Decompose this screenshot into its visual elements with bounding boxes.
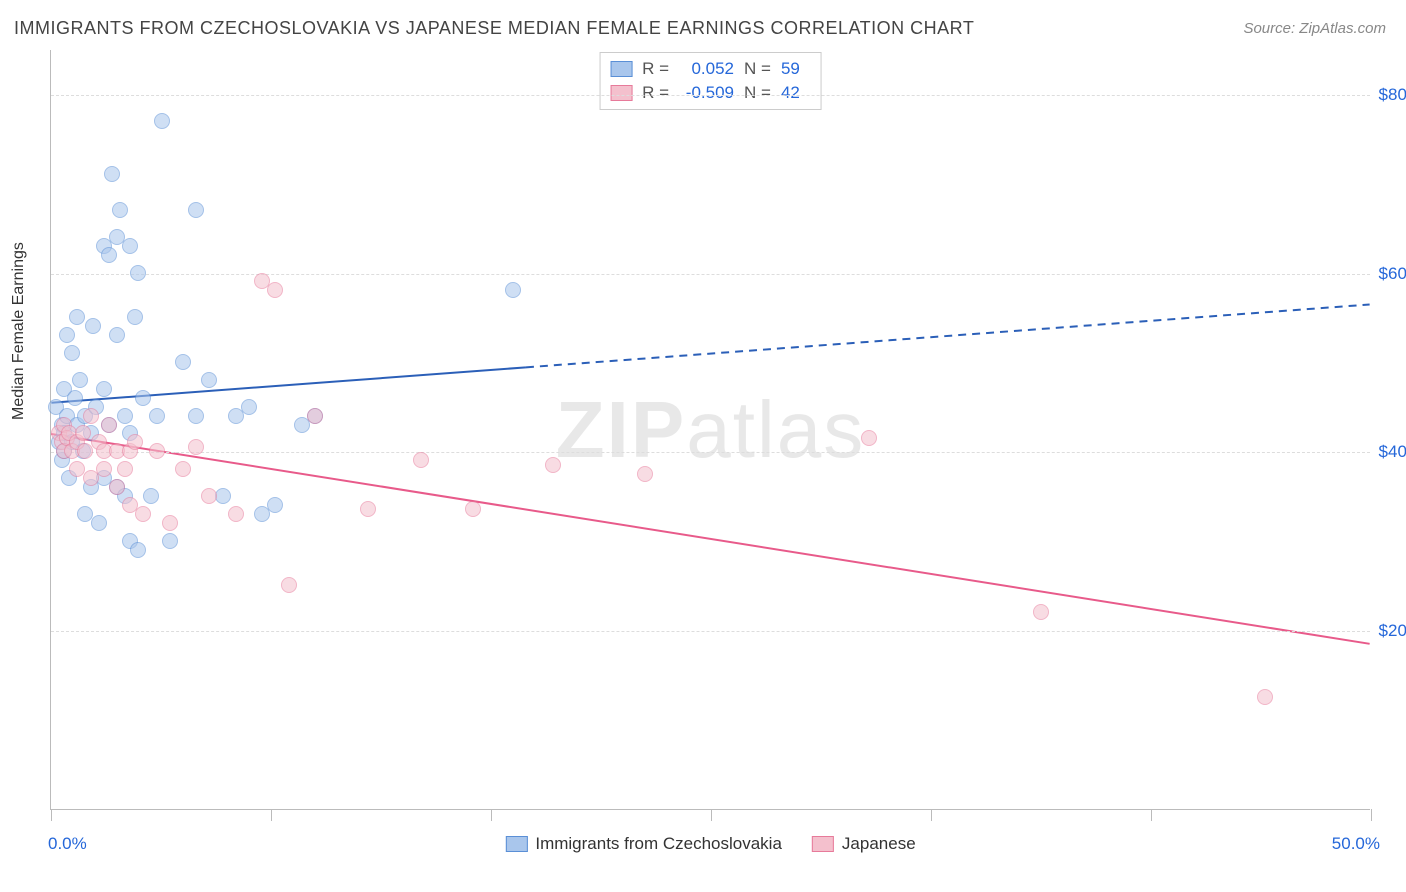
bottom-legend: Immigrants from Czechoslovakia Japanese (505, 834, 915, 854)
data-point (149, 408, 165, 424)
data-point (130, 542, 146, 558)
data-point (101, 417, 117, 433)
x-axis-max-label: 50.0% (1332, 834, 1380, 854)
data-point (201, 372, 217, 388)
legend-item: Japanese (812, 834, 916, 854)
data-point (75, 425, 91, 441)
y-axis-tick-label: $80,000 (1379, 85, 1406, 105)
gridline (51, 452, 1370, 453)
data-point (59, 327, 75, 343)
data-point (117, 408, 133, 424)
chart-title: IMMIGRANTS FROM CZECHOSLOVAKIA VS JAPANE… (14, 18, 974, 39)
data-point (127, 309, 143, 325)
data-point (637, 466, 653, 482)
data-point (861, 430, 877, 446)
x-axis-min-label: 0.0% (48, 834, 87, 854)
data-point (109, 327, 125, 343)
data-point (228, 506, 244, 522)
data-point (91, 515, 107, 531)
data-point (175, 461, 191, 477)
legend-swatch-icon (812, 836, 834, 852)
data-point (143, 488, 159, 504)
data-point (72, 372, 88, 388)
data-point (162, 515, 178, 531)
data-point (1257, 689, 1273, 705)
x-tick (931, 809, 932, 821)
data-point (413, 452, 429, 468)
y-axis-label: Median Female Earnings (10, 242, 28, 420)
data-point (96, 381, 112, 397)
gridline (51, 274, 1370, 275)
gridline (51, 95, 1370, 96)
data-point (267, 497, 283, 513)
data-point (135, 390, 151, 406)
data-point (307, 408, 323, 424)
data-point (175, 354, 191, 370)
data-point (1033, 604, 1049, 620)
x-tick (1371, 809, 1372, 821)
data-point (281, 577, 297, 593)
data-point (64, 345, 80, 361)
data-point (188, 439, 204, 455)
data-point (154, 113, 170, 129)
data-point (505, 282, 521, 298)
data-point (127, 434, 143, 450)
legend-label: Japanese (842, 834, 916, 854)
data-point (101, 247, 117, 263)
legend-label: Immigrants from Czechoslovakia (535, 834, 782, 854)
plot-area: ZIPatlas R =0.052N =59R =-0.509N =42 0.0… (50, 50, 1370, 810)
x-tick (271, 809, 272, 821)
x-tick (51, 809, 52, 821)
data-point (96, 461, 112, 477)
x-tick (491, 809, 492, 821)
data-point (104, 166, 120, 182)
data-point (188, 202, 204, 218)
data-point (201, 488, 217, 504)
data-point (360, 501, 376, 517)
data-point (188, 408, 204, 424)
data-point (109, 479, 125, 495)
data-point (83, 408, 99, 424)
data-point (241, 399, 257, 415)
legend-item: Immigrants from Czechoslovakia (505, 834, 782, 854)
x-tick (711, 809, 712, 821)
data-point (162, 533, 178, 549)
data-point (135, 506, 151, 522)
data-point (267, 282, 283, 298)
data-point (112, 202, 128, 218)
data-point (122, 238, 138, 254)
y-axis-tick-label: $60,000 (1379, 264, 1406, 284)
x-tick (1151, 809, 1152, 821)
y-axis-tick-label: $40,000 (1379, 442, 1406, 462)
data-point (117, 461, 133, 477)
data-point (545, 457, 561, 473)
data-point (465, 501, 481, 517)
data-point (85, 318, 101, 334)
source-label: Source: ZipAtlas.com (1243, 20, 1386, 37)
data-point (67, 390, 83, 406)
y-axis-tick-label: $20,000 (1379, 621, 1406, 641)
trend-lines (51, 50, 1370, 809)
data-point (149, 443, 165, 459)
data-point (130, 265, 146, 281)
gridline (51, 631, 1370, 632)
legend-swatch-icon (505, 836, 527, 852)
data-point (69, 309, 85, 325)
